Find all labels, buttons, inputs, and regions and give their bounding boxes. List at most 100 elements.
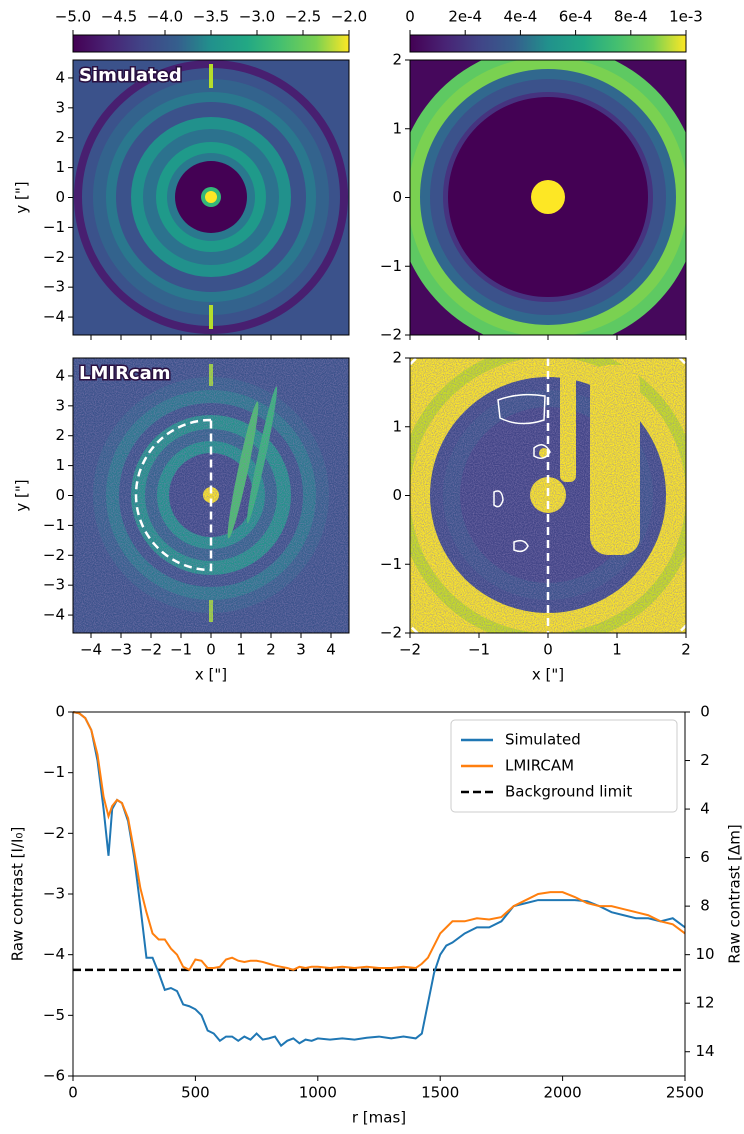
- y-tick-label: 3: [55, 98, 65, 116]
- y-tick-label: 2: [392, 349, 402, 367]
- x-tick-label: 1000: [299, 1084, 337, 1102]
- y-tick-label: −3: [43, 278, 65, 296]
- series-line: [72, 711, 686, 1048]
- legend-box: [450, 719, 678, 813]
- y-tick-label: −2: [380, 326, 402, 344]
- x-tick-label: 2: [266, 641, 276, 659]
- x-tick-label: −3: [110, 641, 132, 659]
- panel-label: LMIRcam: [79, 363, 171, 384]
- colorbar-tick-label: −5.0: [55, 8, 91, 26]
- legend-label: Background limit: [505, 783, 632, 801]
- y-tick-label: −1: [43, 218, 65, 236]
- lmircam-image: [73, 358, 349, 633]
- x-tick-label: −1: [468, 641, 490, 659]
- colorbar: [410, 35, 686, 52]
- y-tick-label: −6: [43, 1067, 65, 1085]
- x-tick-label: 4: [326, 641, 336, 659]
- y-tick-label: −1: [380, 555, 402, 573]
- colorbar-tick-label: 1e-3: [669, 8, 703, 26]
- legend-label: Simulated: [505, 731, 581, 749]
- y-tick-label: −3: [43, 885, 65, 903]
- y-tick-label: 1: [392, 119, 402, 137]
- legend-label: LMIRCAM: [505, 757, 574, 775]
- series-line: [72, 711, 686, 972]
- y2-tick-label: 4: [700, 800, 710, 818]
- colorbar-tick-label: 8e-4: [614, 8, 648, 26]
- colorbar-tick-label: −4.5: [101, 8, 137, 26]
- x-tick-label: 0: [543, 641, 553, 659]
- y-tick-label: 1: [55, 456, 65, 474]
- x-tick-label: 0: [68, 1084, 78, 1102]
- y2-tick-label: 10: [695, 945, 714, 963]
- x-tick-label: 0: [206, 641, 216, 659]
- y-tick-label: −1: [380, 257, 402, 275]
- y-axis-label: Raw contrast [I/I₀]: [9, 827, 27, 962]
- x-tick-label: 500: [181, 1084, 210, 1102]
- y-tick-label: −2: [43, 248, 65, 266]
- x-tick-label: 1500: [421, 1084, 459, 1102]
- y-tick-label: 0: [55, 703, 65, 721]
- simulated-linear-image: [410, 60, 686, 335]
- x-tick-label: −2: [140, 641, 162, 659]
- y-tick-label: 3: [55, 396, 65, 414]
- colorbar-tick-label: 0: [405, 8, 415, 26]
- y2-tick-label: 6: [700, 848, 710, 866]
- y-tick-label: 4: [55, 366, 65, 384]
- colorbar-tick-label: −3.5: [193, 8, 229, 26]
- y2-tick-label: 8: [700, 897, 710, 915]
- y-tick-label: −3: [43, 576, 65, 594]
- y2-tick-label: 14: [695, 1042, 714, 1060]
- colorbar-tick-label: 4e-4: [504, 8, 538, 26]
- x-tick-label: 2000: [544, 1084, 582, 1102]
- y-tick-label: 2: [55, 128, 65, 146]
- y-tick-label: −4: [43, 308, 65, 326]
- y-tick-label: −4: [43, 606, 65, 624]
- y-tick-label: −2: [43, 824, 65, 842]
- x-tick-label: 1: [612, 641, 622, 659]
- colorbar-tick-label: 2e-4: [448, 8, 482, 26]
- colorbar-tick-label: −2.5: [285, 8, 321, 26]
- y-tick-label: −1: [43, 516, 65, 534]
- x-axis-label: x ["]: [195, 666, 227, 684]
- x-tick-label: 3: [296, 641, 306, 659]
- simulated-image: [73, 60, 349, 335]
- y2-tick-label: 0: [700, 703, 710, 721]
- y-tick-label: −4: [43, 945, 65, 963]
- y-tick-label: 0: [55, 188, 65, 206]
- axes-frame: [409, 34, 687, 53]
- y-tick-label: 2: [392, 51, 402, 69]
- colorbar-tick-label: −3.0: [239, 8, 275, 26]
- x-axis-label: r [mas]: [352, 1109, 406, 1127]
- y-tick-label: 0: [392, 486, 402, 504]
- x-tick-label: −2: [399, 641, 421, 659]
- y-tick-label: 4: [55, 68, 65, 86]
- y-axis-label: y ["]: [13, 479, 31, 511]
- lmircam-linear-image: [410, 358, 686, 633]
- y-tick-label: 0: [55, 486, 65, 504]
- y-tick-label: 1: [392, 417, 402, 435]
- y2-tick-label: 2: [700, 751, 710, 769]
- y2-axis-label: Raw contrast [Δm]: [726, 824, 744, 964]
- y-tick-label: 0: [392, 188, 402, 206]
- y-tick-label: −1: [43, 763, 65, 781]
- y-tick-label: −2: [380, 624, 402, 642]
- x-tick-label: 2500: [666, 1084, 704, 1102]
- panel-label: Simulated: [79, 65, 182, 86]
- x-tick-label: −4: [80, 641, 102, 659]
- colorbar-tick-label: −4.0: [147, 8, 183, 26]
- y-tick-label: −2: [43, 546, 65, 564]
- axes-frame: [72, 711, 686, 1077]
- y-tick-label: 2: [55, 426, 65, 444]
- colorbar-tick-label: 6e-4: [559, 8, 593, 26]
- y2-tick-label: 12: [695, 994, 714, 1012]
- colorbar-tick-label: −2.0: [331, 8, 367, 26]
- x-tick-label: 2: [681, 641, 691, 659]
- x-tick-label: 1: [236, 641, 246, 659]
- x-tick-label: −1: [170, 641, 192, 659]
- y-axis-label: y ["]: [13, 181, 31, 213]
- y-tick-label: −5: [43, 1006, 65, 1024]
- x-axis-label: x ["]: [532, 666, 564, 684]
- y-tick-label: 1: [55, 158, 65, 176]
- colorbar: [73, 35, 349, 52]
